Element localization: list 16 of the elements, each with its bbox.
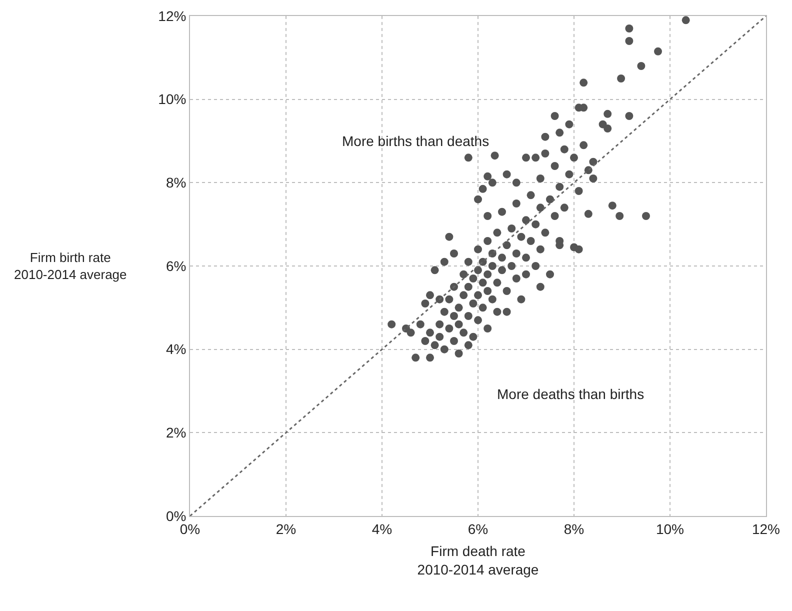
y-tick-label: 8% (166, 174, 186, 191)
y-tick-label: 2% (166, 424, 186, 441)
annotation: More deaths than births (497, 386, 644, 402)
x-tick-label: 12% (752, 520, 780, 537)
annotation: More births than deaths (342, 133, 490, 149)
x-tick-label: 10% (656, 520, 684, 537)
x-tick-label: 2% (276, 520, 296, 537)
y-tick-label: 12% (158, 8, 186, 24)
y-tick-label: 4% (166, 341, 186, 358)
x-tick-label: 8% (564, 520, 584, 537)
y-axis-title: Firm birth rate 2010-2014 average (14, 250, 127, 282)
y-tick-label: 6% (166, 258, 186, 274)
x-tick-label: 6% (468, 520, 488, 537)
x-axis-title: Firm death rate 2010-2014 average (417, 543, 539, 578)
x-tick-label: 4% (372, 520, 392, 537)
y-tick-label: 10% (158, 91, 186, 108)
